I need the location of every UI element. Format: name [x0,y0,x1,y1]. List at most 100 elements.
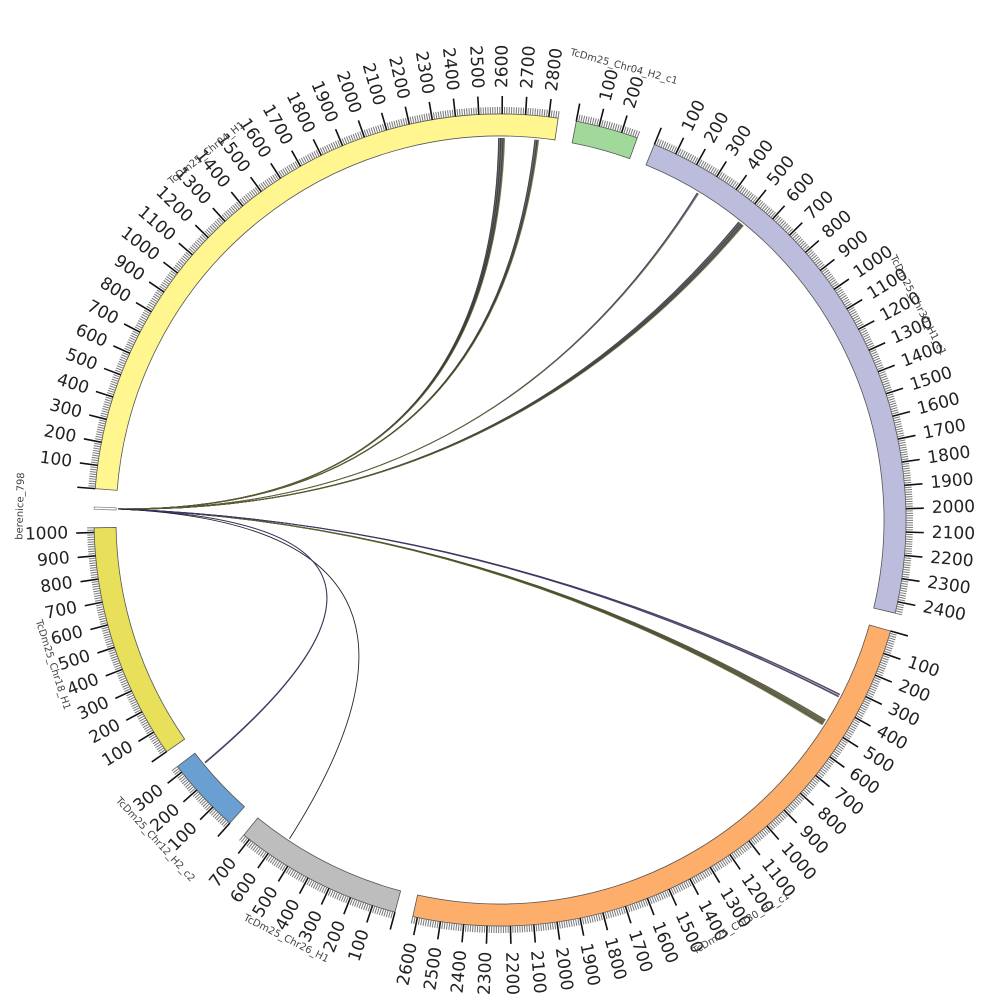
minor-tick [88,554,95,555]
ideogram-tcdm25-chr04-h1 [95,114,558,490]
minor-tick [118,364,124,367]
minor-tick [537,109,538,116]
minor-tick [529,925,530,932]
minor-tick [364,130,366,137]
minor-tick [93,453,100,454]
link-tcdm25-chr30-h2-c1 [118,509,824,722]
minor-tick [556,111,557,118]
minor-tick [446,923,447,930]
minor-tick [897,604,904,605]
minor-tick [108,390,115,392]
minor-tick [636,902,638,909]
minor-tick [904,560,911,561]
minor-tick [119,361,125,364]
major-tick [891,631,908,636]
minor-tick [92,455,99,456]
minor-tick [652,897,655,903]
minor-tick [541,924,542,931]
minor-tick [543,924,544,931]
major-tick [622,115,627,132]
minor-tick [901,583,908,584]
tick-label: 2100 [526,950,550,995]
minor-tick [91,460,98,461]
minor-tick [102,411,109,413]
minor-tick [904,565,911,566]
minor-tick [871,352,877,355]
minor-tick [436,112,437,119]
minor-tick [428,920,429,927]
ideogram-layer [94,114,906,926]
minor-tick [333,142,336,148]
minor-tick [631,129,633,136]
minor-tick [99,618,106,620]
minor-tick [116,368,123,371]
minor-tick [559,922,560,929]
minor-tick [94,443,101,444]
minor-tick [884,387,891,389]
minor-tick [377,908,379,915]
minor-tick [533,108,534,115]
minor-tick [90,467,97,468]
minor-tick [904,480,911,481]
ideogram-tcdm25-chr04-h2-c1 [572,121,637,158]
minor-tick [548,923,549,930]
minor-tick [349,136,352,143]
minor-tick [378,125,380,132]
minor-tick [120,678,126,681]
minor-tick [424,114,425,121]
minor-tick [423,919,424,926]
minor-tick [100,415,107,417]
minor-tick [889,635,896,637]
minor-tick [94,595,101,596]
minor-tick [461,924,462,931]
tick-label: 300 [48,395,84,422]
minor-tick [333,891,336,897]
tick-label: 500 [56,646,93,675]
tick-label: 2800 [542,47,567,92]
tick-label: 2300 [475,951,496,995]
minor-tick [571,920,572,927]
minor-tick [901,586,908,587]
tick-label: 100 [38,448,73,472]
minor-tick [552,923,553,930]
minor-tick [97,432,104,433]
minor-tick [392,121,394,128]
minor-tick [335,141,338,147]
minor-tick [91,462,98,463]
minor-tick [358,132,360,139]
minor-tick [104,636,111,638]
link-tcdm25-chr30-h1-c1 [118,226,743,509]
minor-tick [119,676,125,679]
minor-tick [359,902,361,909]
major-tick [755,190,766,204]
minor-tick [903,569,910,570]
tick-label: 500 [63,345,100,375]
major-tick [195,225,208,238]
link-tcdm25-chr04-h1 [118,140,536,509]
minor-tick [353,134,355,141]
minor-tick [903,471,910,472]
tick-label: 2000 [932,497,976,518]
minor-tick [886,647,893,649]
tick-label: 100 [345,927,374,964]
minor-tick [92,581,99,582]
minor-tick [89,479,96,480]
minor-tick [444,922,445,929]
minor-tick [122,684,128,687]
minor-tick [97,607,104,608]
minor-tick [555,922,556,929]
link-tcdm25-chr30-h2-c1 [118,509,824,722]
minor-tick [91,574,98,575]
minor-tick [100,620,107,622]
minor-tick [884,651,891,653]
tick-label: 2400 [921,597,967,625]
major-tick [453,99,455,117]
major-tick [76,532,94,533]
tick-label: 2300 [411,50,438,96]
minor-tick [96,604,103,605]
link-tcdm25-chr04-h1 [118,140,536,509]
minor-tick [879,667,886,670]
major-tick [168,772,182,783]
minor-tick [355,900,357,907]
minor-tick [592,916,594,923]
